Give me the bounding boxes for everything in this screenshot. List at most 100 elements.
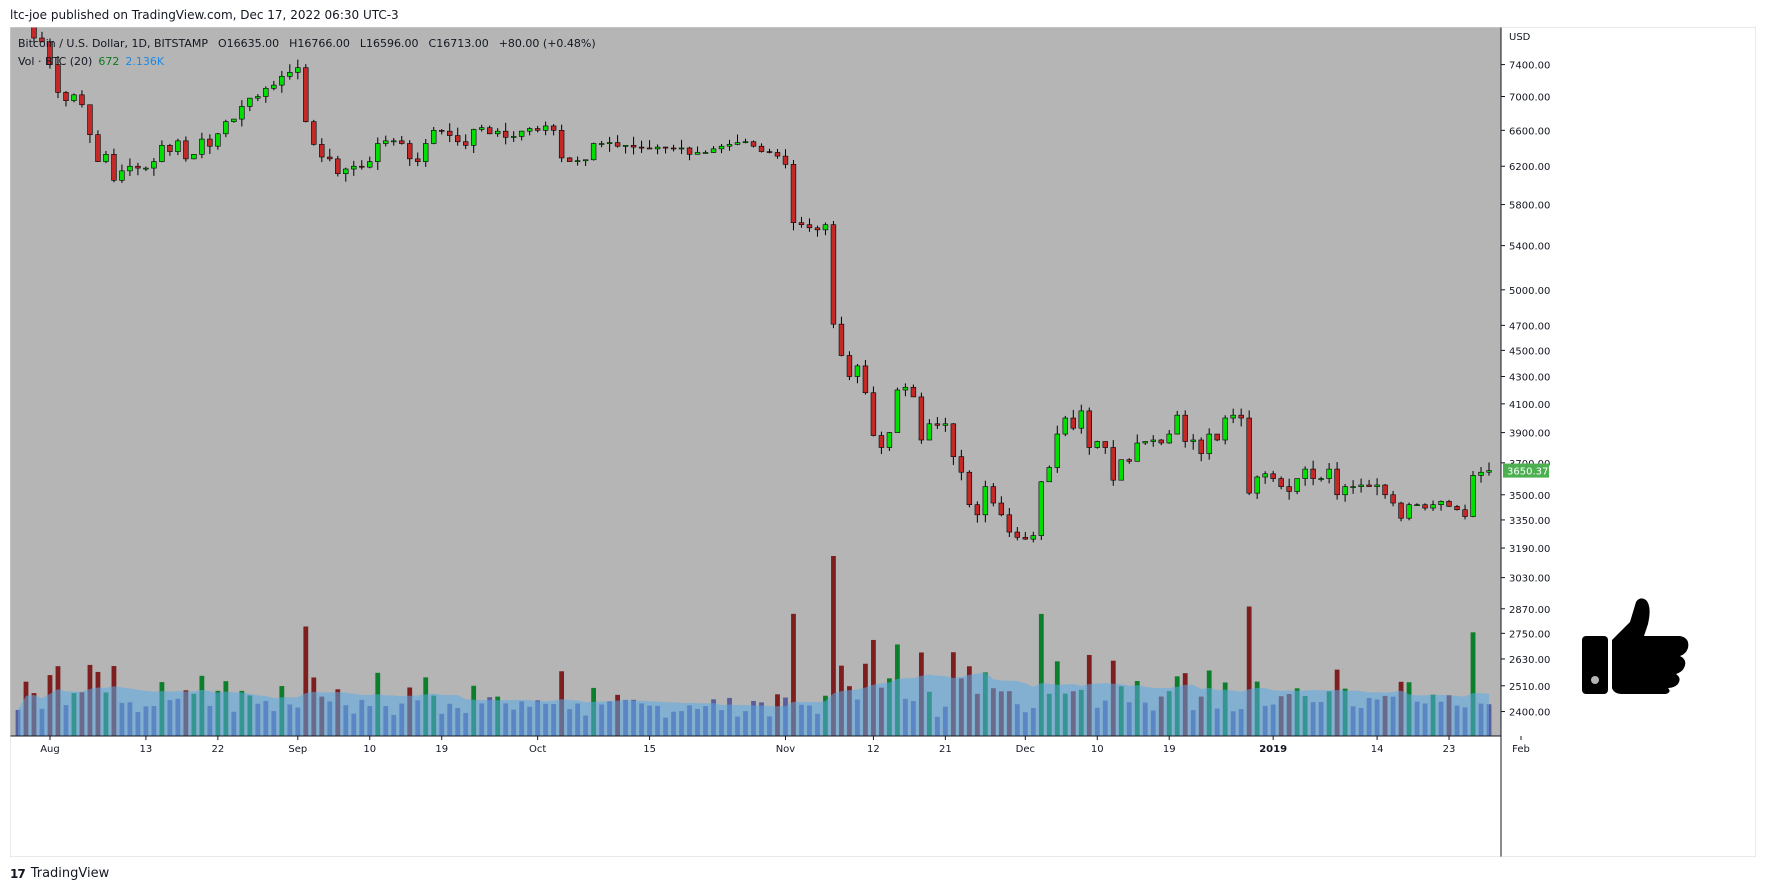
- candle: [175, 138, 181, 156]
- candle: [798, 216, 805, 228]
- candle: [630, 136, 637, 155]
- candle: [686, 146, 693, 161]
- candle: [1486, 462, 1492, 476]
- candle: [862, 359, 869, 395]
- candle: [55, 56, 61, 99]
- volume-bar: [303, 626, 309, 736]
- candle: [1038, 480, 1045, 541]
- y-tick-label: 2400.00: [1509, 708, 1550, 719]
- candle: [1406, 502, 1412, 521]
- volume-ma-area: [17, 672, 1490, 736]
- candle: [95, 130, 101, 162]
- candle: [678, 139, 685, 155]
- candle: [614, 135, 621, 148]
- candle: [742, 138, 749, 144]
- candle: [670, 144, 677, 152]
- axes: USD 7400.00 7000.00 6600.00 6200.00 5800.00 54…: [10, 27, 1756, 857]
- candle: [1278, 476, 1284, 490]
- candle: [1030, 531, 1037, 543]
- candle: [223, 119, 229, 138]
- chart-area[interactable]: USD 7400.00 7000.00 6600.00 6200.00 5800.00 54…: [10, 27, 1756, 857]
- candle: [455, 127, 461, 146]
- x-tick-label: 22: [211, 744, 224, 755]
- candle: [750, 140, 757, 148]
- candle: [1438, 500, 1444, 511]
- candle: [662, 146, 669, 154]
- candle: [582, 159, 589, 167]
- candle: [87, 104, 93, 144]
- candle: [231, 118, 237, 123]
- candle: [1166, 429, 1172, 444]
- x-tick-label: 15: [643, 744, 656, 755]
- candle: [351, 160, 357, 176]
- candle: [151, 158, 157, 176]
- open-value: O16635.00: [217, 37, 280, 50]
- candle: [263, 86, 269, 103]
- candle: [143, 166, 149, 172]
- candle: [846, 351, 853, 381]
- y-tick-label: 7000.00: [1509, 92, 1550, 103]
- x-tick-label: Feb: [1512, 744, 1530, 755]
- y-tick-label: 4500.00: [1509, 346, 1550, 357]
- candle: [1334, 462, 1340, 500]
- x-tick-label: 10: [363, 744, 376, 755]
- candle: [1198, 437, 1204, 462]
- candle: [255, 94, 261, 102]
- candle: [646, 140, 653, 150]
- y-tick-label: 3350.00: [1509, 516, 1550, 527]
- candle: [191, 154, 197, 160]
- candle: [1390, 490, 1396, 507]
- candle: [1126, 458, 1132, 464]
- candlestick-chart[interactable]: USD 7400.00 7000.00 6600.00 6200.00 5800.00 54…: [10, 27, 1756, 857]
- candle: [902, 383, 909, 397]
- candle: [1054, 425, 1060, 473]
- candle: [383, 135, 389, 147]
- tradingview-brand-text: TradingView: [30, 866, 110, 881]
- candle: [718, 143, 725, 154]
- candle: [854, 363, 861, 384]
- candle: [486, 125, 493, 135]
- candle: [894, 387, 901, 433]
- x-tick-label: 19: [1163, 744, 1176, 755]
- candle: [1230, 408, 1236, 424]
- candle: [558, 124, 565, 163]
- x-tick-label: Nov: [776, 744, 796, 755]
- candle: [774, 148, 781, 159]
- candle: [934, 417, 941, 429]
- candle: [127, 158, 133, 177]
- candle: [838, 316, 845, 357]
- plot-background: [10, 27, 1501, 736]
- candles: [31, 27, 1492, 543]
- candle: [183, 136, 189, 162]
- candle: [375, 137, 381, 170]
- y-tick-label: 3900.00: [1509, 429, 1550, 440]
- candle: [1462, 504, 1468, 520]
- candle: [1470, 471, 1476, 518]
- candle: [1046, 465, 1053, 483]
- candle: [279, 70, 285, 93]
- candle: [319, 138, 325, 163]
- candle: [1342, 484, 1348, 502]
- volume-value: 672: [98, 55, 120, 68]
- candle: [1358, 478, 1364, 493]
- candle: [502, 122, 509, 145]
- x-tick-label: 14: [1371, 744, 1384, 755]
- candle: [1350, 480, 1356, 494]
- candle: [526, 127, 533, 136]
- x-tick-label: 12: [867, 744, 880, 755]
- candle: [1134, 434, 1140, 462]
- candle: [1014, 526, 1021, 541]
- change-value: +80.00 (+0.48%): [498, 37, 596, 50]
- candle: [327, 148, 333, 162]
- candle: [295, 59, 301, 80]
- y-tick-label: 3190.00: [1509, 544, 1550, 555]
- y-tick-label: 4700.00: [1509, 321, 1550, 332]
- y-tick-label: 2870.00: [1509, 605, 1550, 616]
- candle: [710, 146, 717, 153]
- symbol-title: Bitcoin / U.S. Dollar, 1D, BITSTAMP: [18, 37, 208, 50]
- candle: [1190, 434, 1196, 450]
- candle: [439, 129, 445, 135]
- candle: [103, 150, 109, 164]
- y-tick-label: 5400.00: [1509, 242, 1550, 253]
- candle: [1094, 440, 1100, 449]
